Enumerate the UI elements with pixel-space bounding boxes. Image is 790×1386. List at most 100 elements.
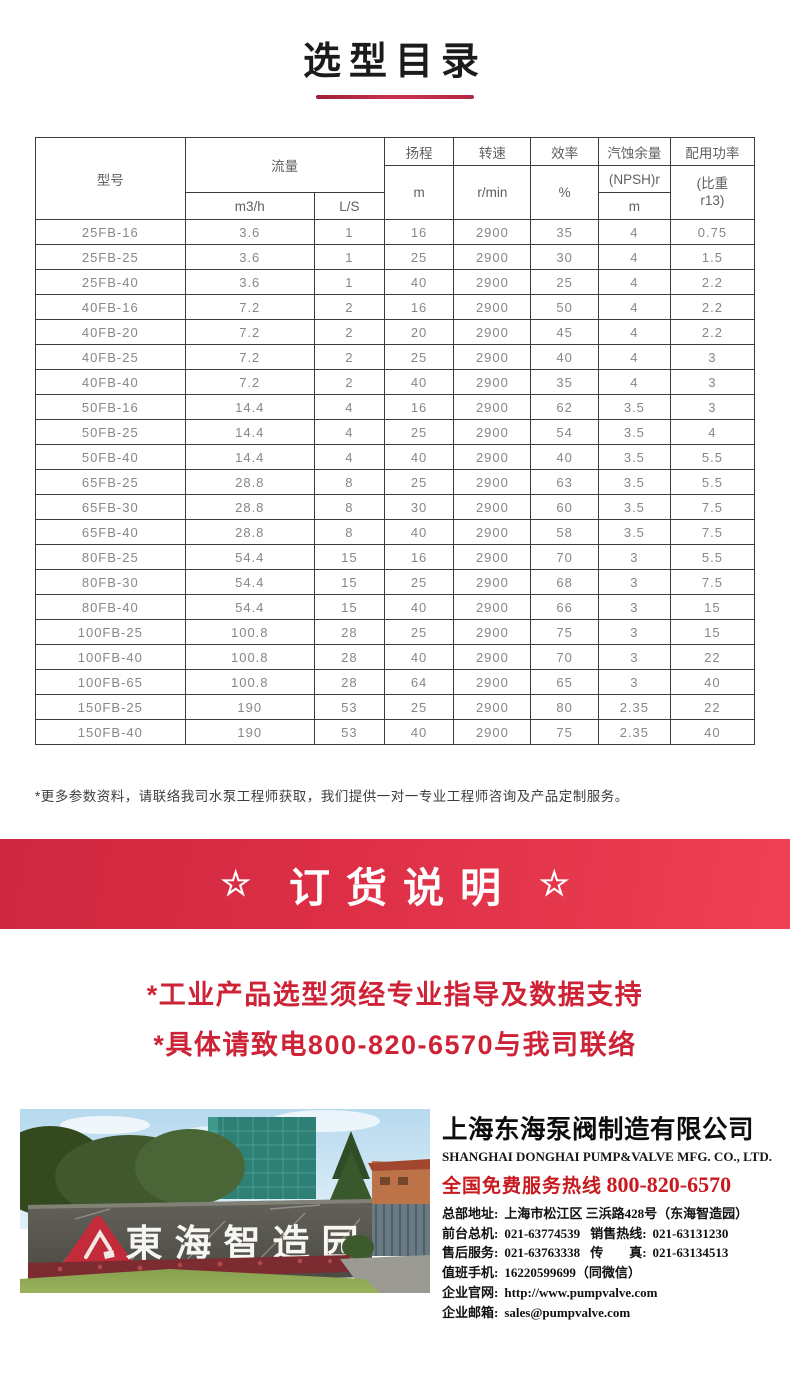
contact-label: 售后服务:: [442, 1245, 499, 1261]
table-cell: 3.6: [184, 244, 315, 270]
table-cell: 28: [313, 619, 385, 645]
table-cell: 63: [530, 469, 599, 495]
table-cell: 60: [530, 494, 599, 520]
table-cell: 20: [383, 319, 455, 345]
col-header-efficiency: 效率: [530, 137, 599, 166]
table-cell: 1: [313, 269, 385, 295]
table-cell: 3: [597, 619, 671, 645]
table-cell: 2: [313, 369, 385, 395]
table-cell: 4: [597, 294, 671, 320]
col-unit-speed: r/min: [453, 165, 532, 220]
table-cell: 100FB-40: [35, 644, 186, 670]
table-cell: 35: [530, 369, 599, 395]
table-cell: 25: [530, 269, 599, 295]
table-cell: 15: [313, 544, 385, 570]
table-cell: 40: [383, 444, 455, 470]
table-cell: 7.2: [184, 294, 315, 320]
table-cell: 40FB-16: [35, 294, 186, 320]
contact-link[interactable]: http://www.pumpvalve.com: [504, 1284, 658, 1300]
contact-pair[interactable]: 企业官网: http://www.pumpvalve.com: [442, 1285, 657, 1300]
table-cell: 3.5: [597, 394, 671, 420]
table-cell: 25FB-40: [35, 269, 186, 295]
table-cell: 3: [597, 644, 671, 670]
table-cell: 65FB-40: [35, 519, 186, 545]
table-cell: 30: [530, 244, 599, 270]
table-cell: 25: [383, 344, 455, 370]
table-cell: 75: [530, 719, 599, 745]
table-cell: 28: [313, 644, 385, 670]
table-cell: 40: [383, 594, 455, 620]
table-cell: 25: [383, 694, 455, 720]
service-hotline: 全国免费服务热线 800-820-6570: [442, 1171, 782, 1198]
table-cell: 2.35: [597, 719, 671, 745]
table-cell: 2900: [453, 519, 532, 545]
contact-row: 总部地址: 上海市松江区 三浜路428号（东海智造园）: [442, 1204, 782, 1224]
table-cell: 190: [184, 719, 315, 745]
table-cell: 65FB-25: [35, 469, 186, 495]
table-row: 50FB-25 14.4 4 25 2900 54 3.5 4: [35, 419, 756, 445]
table-cell: 40: [383, 519, 455, 545]
table-cell: 40FB-25: [35, 344, 186, 370]
table-cell: 4: [597, 269, 671, 295]
table-cell: 2.35: [597, 694, 671, 720]
contact-pair: 前台总机: 021-63774539: [442, 1226, 580, 1241]
table-cell: 2.2: [669, 319, 756, 345]
hotline-label: 全国免费服务热线: [442, 1175, 603, 1197]
table-cell: 4: [313, 394, 385, 420]
table-cell: 8: [313, 519, 385, 545]
contact-label: 前台总机:: [442, 1225, 499, 1241]
contact-label: 企业邮箱:: [442, 1304, 499, 1320]
table-cell: 25FB-16: [35, 219, 186, 245]
table-cell: 7.5: [669, 569, 756, 595]
table-cell: 80FB-40: [35, 594, 186, 620]
contact-label: 传 真:: [590, 1245, 647, 1261]
table-cell: 25: [383, 244, 455, 270]
table-cell: 80FB-25: [35, 544, 186, 570]
contact-value: 021-63763338: [504, 1245, 581, 1261]
contact-row: 企业官网: http://www.pumpvalve.com: [442, 1283, 782, 1303]
footer: 東海智造园 上海东海泵阀制造有限公司 SHANGHAI DONGHAI PUMP…: [0, 1108, 790, 1323]
table-cell: 7.5: [669, 494, 756, 520]
table-row: 150FB-40 190 53 40 2900 75 2.35 40: [35, 719, 756, 745]
table-cell: 75: [530, 619, 599, 645]
table-cell: 53: [313, 694, 385, 720]
table-cell: 35: [530, 219, 599, 245]
table-cell: 14.4: [184, 444, 315, 470]
table-cell: 150FB-40: [35, 719, 186, 745]
table-cell: 3: [597, 594, 671, 620]
contact-link[interactable]: sales@pumpvalve.com: [504, 1304, 631, 1320]
footnote: *更多参数资料，请联络我司水泵工程师获取，我们提供一对一专业工程师咨询及产品定制…: [35, 789, 629, 804]
company-name-cn: 上海东海泵阀制造有限公司: [442, 1115, 755, 1144]
table-cell: 3: [669, 369, 756, 395]
table-cell: 40FB-20: [35, 319, 186, 345]
title-underline: [316, 95, 474, 99]
table-row: 150FB-25 190 53 25 2900 80 2.35 22: [35, 694, 756, 720]
table-cell: 15: [669, 594, 756, 620]
table-cell: 65: [530, 669, 599, 695]
table-row: 40FB-20 7.2 2 20 2900 45 4 2.2: [35, 319, 756, 345]
contact-pair: 总部地址: 上海市松江区 三浜路428号（东海智造园）: [442, 1206, 748, 1221]
col-header-power: 配用功率: [669, 137, 756, 166]
table-cell: 2.2: [669, 269, 756, 295]
table-cell: 45: [530, 319, 599, 345]
table-cell: 3.5: [597, 419, 671, 445]
table-cell: 2900: [453, 294, 532, 320]
table-row: 65FB-40 28.8 8 40 2900 58 3.5 7.5: [35, 519, 756, 545]
table-row: 80FB-25 54.4 15 16 2900 70 3 5.5: [35, 544, 756, 570]
table-cell: 64: [383, 669, 455, 695]
table-cell: 2900: [453, 344, 532, 370]
table-cell: 2900: [453, 594, 532, 620]
contact-value: 021-63774539: [504, 1225, 581, 1241]
table-row: 100FB-40 100.8 28 40 2900 70 3 22: [35, 644, 756, 670]
table-cell: 8: [313, 494, 385, 520]
table-cell: 14.4: [184, 394, 315, 420]
pump-spec-table: 型号 流量 扬程 转速 效率 汽蚀余量 配用功率 m r/min % (NPSH…: [35, 137, 756, 745]
table-row: 50FB-16 14.4 4 16 2900 62 3.5 3: [35, 394, 756, 420]
contact-pair[interactable]: 企业邮箱: sales@pumpvalve.com: [442, 1305, 630, 1320]
col-header-head: 扬程: [383, 137, 455, 166]
banner-title: 订货说明: [289, 865, 517, 911]
table-row: 65FB-25 28.8 8 25 2900 63 3.5 5.5: [35, 469, 756, 495]
company-name-en: SHANGHAI DONGHAI PUMP&VALVE MFG. CO., LT…: [442, 1148, 772, 1164]
table-cell: 40: [669, 719, 756, 745]
